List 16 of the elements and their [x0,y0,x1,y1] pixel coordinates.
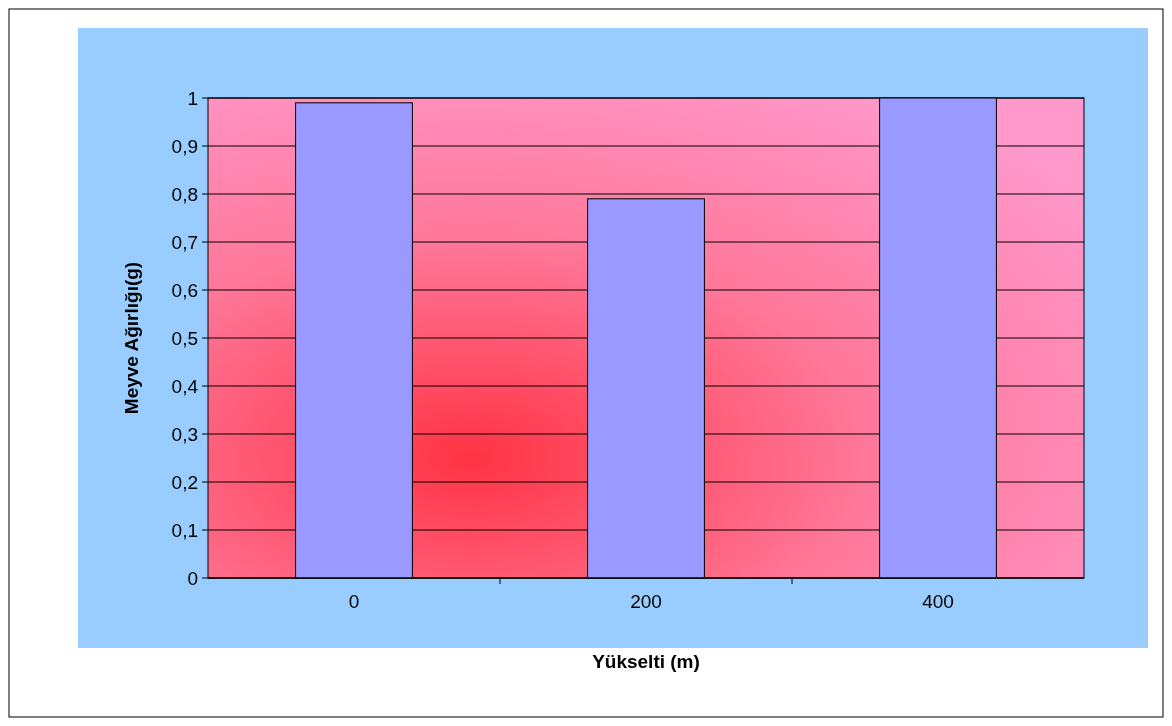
y-tick-label: 0,3 [171,423,198,445]
y-tick-label: 0,2 [171,471,198,493]
y-tick-label: 1 [187,87,198,109]
y-tick-label: 0,5 [171,327,198,349]
x-tick-label: 0 [348,591,360,612]
y-tick-label: 0,4 [171,375,199,397]
y-tick-label: 0 [187,567,198,589]
y-tick-label: 0,1 [171,519,198,541]
x-axis-title: Yükselti (m) [592,651,700,672]
y-tick-label: 0,8 [171,183,198,205]
y-axis-title: Meyve Ağırlığı(g) [121,261,142,415]
x-tick-label: 400 [922,591,954,612]
y-tick-label: 0,6 [171,279,198,301]
y-tick-label: 0,9 [171,135,198,157]
x-tick-label: 200 [630,591,662,612]
y-tick-label: 0,7 [171,231,198,253]
